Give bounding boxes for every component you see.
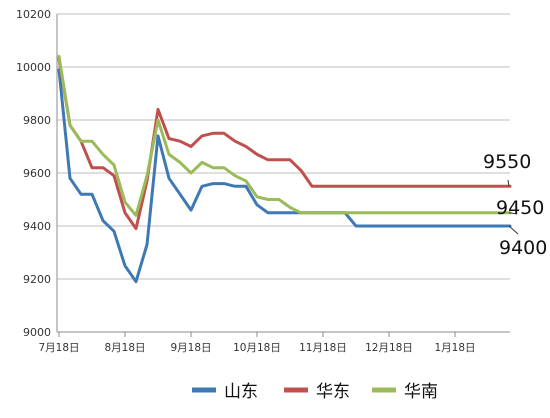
series-lines <box>57 54 512 284</box>
annotation-pointer <box>508 212 518 215</box>
x-tick-label: 1月18日 <box>434 342 475 354</box>
end-annotations: 9550 9450 9400 <box>483 151 547 259</box>
x-tick-label: 9月18日 <box>170 342 211 354</box>
series-line-山东 <box>57 68 512 284</box>
x-tick-label: 8月18日 <box>104 342 145 354</box>
y-tick-label: 9400 <box>23 220 51 233</box>
annotation-pointer <box>508 225 519 235</box>
x-tick-label: 7月18日 <box>38 342 79 354</box>
y-tick-label: 9000 <box>23 326 51 339</box>
series-line-华南 <box>57 54 512 217</box>
y-tick-label: 10000 <box>16 61 51 74</box>
x-tick-label: 12月18日 <box>365 342 413 354</box>
annotation-pointer <box>507 179 510 187</box>
y-tick-label: 9800 <box>23 114 51 127</box>
gridlines <box>57 13 510 333</box>
y-tick-label: 9600 <box>23 167 51 180</box>
x-tick-label: 11月18日 <box>299 342 347 354</box>
legend: 山东 华东 华南 <box>192 382 438 402</box>
legend-label: 华南 <box>404 382 438 402</box>
annotation-label: 9400 <box>499 237 547 259</box>
annotation-label: 9450 <box>496 197 544 219</box>
x-tick-label: 10月18日 <box>233 342 281 354</box>
axes: 9000 9200 9400 9600 9800 10000 10200 7月18日 8月18日… <box>16 8 510 354</box>
legend-label: 华东 <box>316 382 350 402</box>
series-line-华东 <box>57 57 512 231</box>
legend-label: 山东 <box>224 382 258 402</box>
annotation-label: 9550 <box>483 151 531 173</box>
y-tick-label: 10200 <box>16 8 51 21</box>
y-tick-label: 9200 <box>23 273 51 286</box>
